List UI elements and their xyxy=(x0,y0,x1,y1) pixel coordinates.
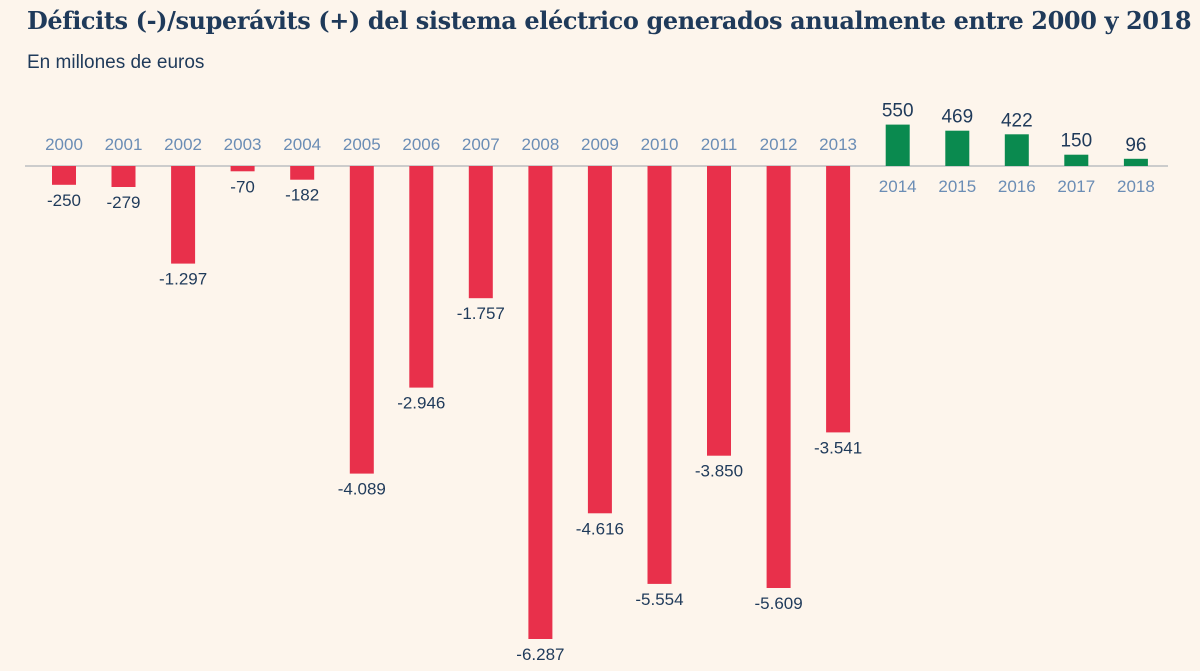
value-label-2010: -5.554 xyxy=(635,590,683,609)
bar-2007 xyxy=(468,166,493,299)
value-label-2009: -4.616 xyxy=(576,519,624,538)
bar-2012 xyxy=(766,166,791,588)
year-label-2002: 2002 xyxy=(164,135,202,154)
value-label-2011: -3.850 xyxy=(695,462,743,481)
year-label-2013: 2013 xyxy=(819,135,857,154)
year-label-2004: 2004 xyxy=(283,135,321,154)
value-label-2008: -6.287 xyxy=(516,645,564,664)
bar-2018 xyxy=(1123,158,1148,166)
year-label-2014: 2014 xyxy=(879,177,917,196)
year-label-2018: 2018 xyxy=(1117,177,1155,196)
value-label-2004: -182 xyxy=(285,186,319,205)
value-label-2018: 96 xyxy=(1125,135,1146,156)
bar-2015 xyxy=(945,130,970,166)
value-label-2001: -279 xyxy=(106,193,140,212)
value-label-2013: -3.541 xyxy=(814,438,862,457)
bar-2004 xyxy=(290,166,315,180)
value-label-2003: -70 xyxy=(230,177,255,196)
bar-2011 xyxy=(707,166,731,456)
year-label-2006: 2006 xyxy=(402,135,440,154)
bar-2009 xyxy=(587,166,612,514)
chart-subtitle: En millones de euros xyxy=(27,52,205,73)
value-label-2017: 150 xyxy=(1060,131,1092,152)
bar-2006 xyxy=(409,166,434,388)
chart-title: Déficits (-)/superávits (+) del sistema … xyxy=(27,6,1192,35)
year-label-2015: 2015 xyxy=(938,177,976,196)
year-label-2008: 2008 xyxy=(521,135,559,154)
bar-2017 xyxy=(1064,154,1089,166)
bar-2013 xyxy=(826,166,851,433)
value-label-2012: -5.609 xyxy=(754,594,802,613)
bar-2010 xyxy=(647,166,672,584)
year-label-2017: 2017 xyxy=(1057,177,1095,196)
value-label-2006: -2.946 xyxy=(397,394,445,413)
bar-2016 xyxy=(1004,134,1029,166)
year-label-2003: 2003 xyxy=(224,135,262,154)
value-label-2014: 550 xyxy=(882,101,914,122)
year-label-2000: 2000 xyxy=(45,135,83,154)
bar-2008 xyxy=(528,166,553,639)
bar-2002 xyxy=(171,166,196,264)
year-label-2009: 2009 xyxy=(581,135,619,154)
bar-2003 xyxy=(230,166,255,172)
value-label-2007: -1.757 xyxy=(457,304,505,323)
year-label-2001: 2001 xyxy=(105,135,143,154)
value-label-2002: -1.297 xyxy=(159,270,207,289)
value-label-2000: -250 xyxy=(47,191,81,210)
year-label-2012: 2012 xyxy=(760,135,798,154)
year-label-2005: 2005 xyxy=(343,135,381,154)
bar-2005 xyxy=(349,166,374,474)
year-label-2011: 2011 xyxy=(701,135,738,154)
value-label-2005: -4.089 xyxy=(338,480,386,499)
year-label-2007: 2007 xyxy=(462,135,500,154)
bar-2000 xyxy=(52,166,76,185)
year-label-2016: 2016 xyxy=(998,177,1036,196)
bar-2014 xyxy=(885,124,910,166)
bar-2001 xyxy=(111,166,136,187)
year-label-2010: 2010 xyxy=(641,135,679,154)
value-label-2015: 469 xyxy=(941,107,973,128)
value-label-2016: 422 xyxy=(1001,110,1033,131)
bars-group: 2000 -250 2001 -279 2002 -1.297 2003 -70 2004 -18… xyxy=(45,101,1155,664)
